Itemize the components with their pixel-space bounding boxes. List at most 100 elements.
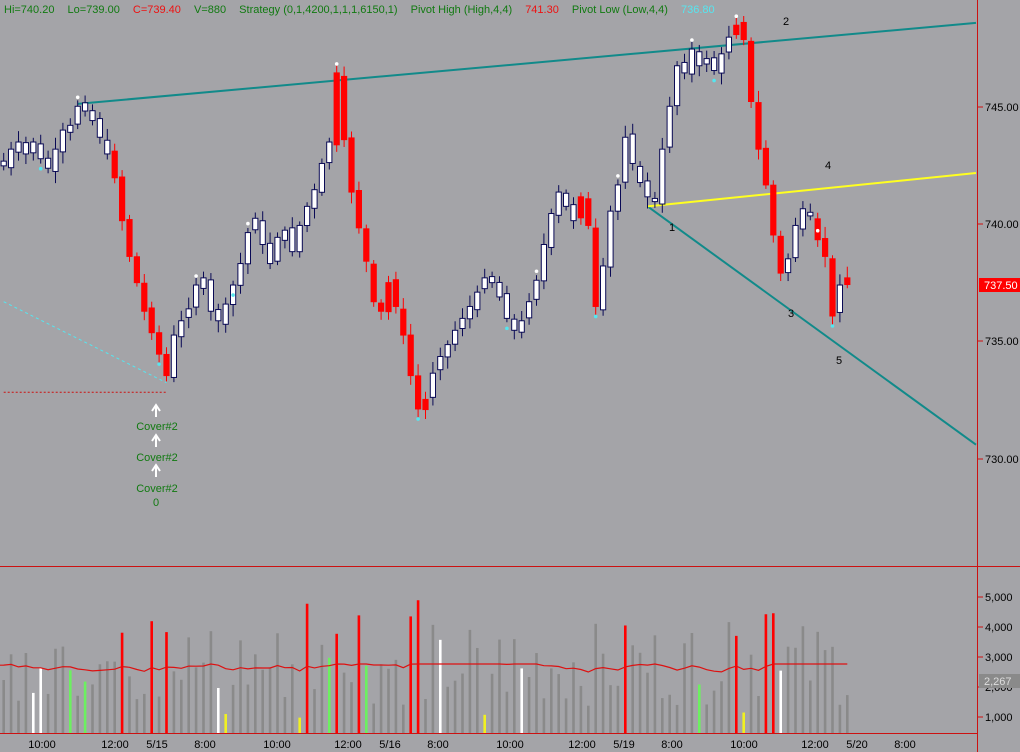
bull-candle bbox=[22, 142, 29, 155]
volume-bar bbox=[106, 661, 109, 733]
time-label: 8:00 bbox=[427, 739, 448, 751]
volume-bar bbox=[498, 639, 501, 733]
bull-candle bbox=[518, 320, 525, 333]
time-label: 8:00 bbox=[194, 739, 215, 751]
bear-candle bbox=[370, 263, 377, 303]
volume-bar bbox=[113, 661, 116, 733]
volume-ticks: 5,000 4,000 3,000 2,000 1,000 2,267 bbox=[978, 592, 1020, 724]
pivot-low-marker bbox=[830, 324, 835, 328]
price-ticks: 745.00 740.00 735.00 730.00 737.50 bbox=[978, 102, 1020, 466]
time-label: 8:00 bbox=[894, 739, 915, 751]
yellow-line bbox=[647, 172, 977, 208]
hi-value: Hi=740.20 bbox=[4, 4, 55, 16]
bull-candle bbox=[185, 308, 192, 318]
volume-bar bbox=[631, 645, 634, 733]
volume-bar bbox=[712, 690, 716, 733]
bull-candle bbox=[74, 105, 81, 125]
pivot-low-label: Pivot Low (Low,4,4) bbox=[571, 4, 668, 16]
lower-trendline bbox=[646, 205, 977, 446]
bull-candle bbox=[792, 224, 799, 259]
volume-label-3000: 3,000 bbox=[985, 652, 1013, 664]
annotation-3: 3 bbox=[788, 308, 794, 320]
volume-bar bbox=[231, 684, 235, 733]
cover-signal-label: Cover#2 bbox=[136, 483, 178, 495]
bull-candle bbox=[644, 180, 651, 198]
volume-bar-red bbox=[764, 614, 768, 733]
bull-candle bbox=[222, 303, 229, 325]
bull-candle bbox=[674, 65, 681, 107]
bull-candle bbox=[0, 160, 7, 167]
time-label: 5/20 bbox=[846, 739, 867, 751]
bull-candle bbox=[326, 141, 333, 164]
bear-candle bbox=[592, 227, 599, 307]
volume-bar-red bbox=[624, 625, 627, 733]
arrow-up-icon bbox=[151, 403, 161, 417]
volume-bar bbox=[2, 679, 5, 733]
bull-candle bbox=[267, 242, 274, 265]
bull-candle bbox=[836, 284, 843, 313]
volume-bar bbox=[424, 698, 427, 733]
volume-bar bbox=[838, 704, 842, 733]
volume-bar bbox=[76, 695, 79, 733]
pivot-high-marker bbox=[690, 38, 694, 42]
price-label-745: 745.00 bbox=[985, 102, 1019, 114]
bull-candle bbox=[622, 136, 629, 183]
volume-bar bbox=[135, 699, 139, 733]
bull-candle bbox=[785, 258, 792, 274]
bull-candle bbox=[289, 227, 296, 253]
pivot-high-marker bbox=[75, 95, 80, 100]
volume-bar bbox=[846, 695, 849, 733]
pivot-high-marker bbox=[815, 228, 820, 233]
pivot-high-marker bbox=[334, 62, 339, 66]
volume-bar bbox=[749, 654, 753, 733]
volume-bar-red bbox=[335, 633, 338, 733]
volume-bar bbox=[61, 646, 65, 733]
time-label: 10:00 bbox=[496, 739, 524, 751]
bear-candle bbox=[355, 190, 362, 229]
volume-bar bbox=[239, 640, 242, 733]
volume-bar bbox=[527, 677, 531, 733]
volume-label-5000: 5,000 bbox=[985, 592, 1013, 604]
bear-candle bbox=[585, 198, 592, 226]
volume-bar bbox=[609, 685, 612, 733]
price-label-740: 740.00 bbox=[985, 219, 1019, 231]
pivot-high-marker bbox=[534, 269, 539, 274]
volume-bar bbox=[157, 696, 161, 733]
pivot-high-label: Pivot High (High,4,4) bbox=[410, 4, 513, 16]
volume-bar bbox=[823, 650, 827, 733]
bull-candle bbox=[296, 224, 303, 253]
volume-average-label: 2,267 bbox=[984, 676, 1012, 688]
bull-candle bbox=[489, 276, 496, 284]
time-label: 10:00 bbox=[263, 739, 291, 751]
bull-candle bbox=[503, 293, 510, 319]
bear-candle bbox=[126, 219, 133, 257]
volume-bar-red bbox=[735, 635, 738, 733]
bull-candle bbox=[651, 197, 658, 203]
time-label: 12:00 bbox=[801, 739, 829, 751]
volume-bar bbox=[513, 639, 516, 733]
bear-candle bbox=[770, 184, 777, 236]
bull-candle bbox=[555, 191, 562, 216]
bear-candle bbox=[822, 238, 829, 257]
current-price-badge bbox=[979, 278, 1020, 292]
bull-candle bbox=[452, 329, 459, 345]
pivot-high-value: 741.30 bbox=[525, 4, 559, 16]
close-value: C=739.40 bbox=[132, 4, 181, 16]
volume-bar bbox=[431, 624, 435, 733]
volume-bar-green bbox=[365, 665, 368, 733]
volume-bar bbox=[372, 703, 375, 733]
volume-bar-green bbox=[698, 684, 701, 733]
volume-bar-red bbox=[357, 615, 361, 733]
bear-candle bbox=[407, 334, 414, 377]
volume-bar bbox=[794, 647, 797, 733]
bull-candle bbox=[481, 277, 488, 290]
volume-bar-green bbox=[83, 681, 87, 733]
volume-bar-white bbox=[39, 667, 42, 733]
volume-bar bbox=[291, 664, 294, 733]
bull-candle bbox=[237, 263, 244, 286]
bear-candle bbox=[141, 282, 148, 312]
bull-candle bbox=[311, 189, 318, 209]
lo-value: Lo=739.00 bbox=[67, 4, 120, 16]
